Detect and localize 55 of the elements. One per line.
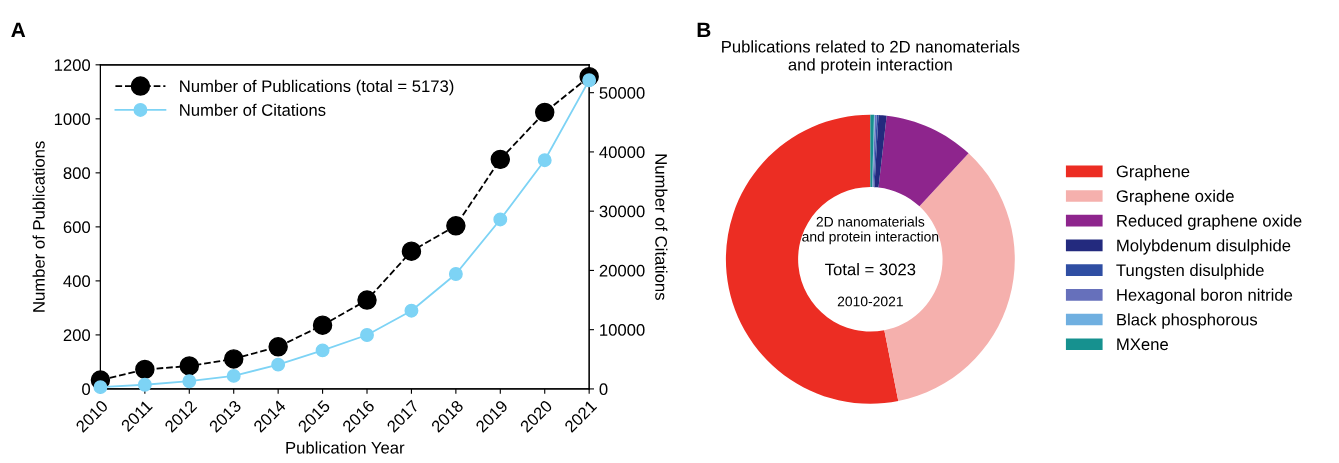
point bbox=[182, 374, 197, 389]
y-tick-label: 1000 bbox=[54, 113, 91, 126]
y2-tick-label: 50000 bbox=[599, 87, 645, 99]
legend-label: Number of Publications (total = 5173) bbox=[180, 79, 454, 96]
y-axis-title: Number of Publications bbox=[32, 141, 45, 312]
y2-tick-label: 10000 bbox=[600, 324, 645, 336]
legend-label: MXene bbox=[1117, 338, 1168, 351]
point bbox=[135, 359, 155, 380]
legend-label: Number of Citations bbox=[180, 103, 326, 116]
point bbox=[179, 356, 200, 376]
donut-slice bbox=[878, 115, 969, 207]
y2-tick-label: 30000 bbox=[599, 205, 645, 218]
point bbox=[357, 290, 377, 310]
y2-tick-label: 40000 bbox=[599, 146, 645, 159]
point bbox=[446, 216, 466, 236]
y-tick-label: 1200 bbox=[54, 59, 91, 72]
point bbox=[312, 315, 333, 335]
y-tick-label: 600 bbox=[63, 221, 91, 234]
point bbox=[268, 337, 288, 357]
text: B bbox=[697, 22, 711, 38]
point bbox=[226, 368, 241, 383]
point bbox=[535, 102, 555, 123]
point bbox=[493, 212, 508, 227]
text: 2010-2021 bbox=[837, 296, 903, 307]
point bbox=[360, 328, 374, 342]
chart-title: Publications related to 2D nanomaterials and protein interaction bbox=[722, 40, 1020, 74]
legend-label: Graphene bbox=[1116, 165, 1190, 181]
point bbox=[271, 357, 286, 372]
y-tick-label: 400 bbox=[63, 275, 91, 288]
y-tick-label: 800 bbox=[63, 167, 91, 180]
point bbox=[490, 149, 511, 170]
point bbox=[537, 153, 552, 168]
point bbox=[401, 241, 422, 261]
donut-slice bbox=[874, 115, 887, 188]
point bbox=[93, 380, 108, 395]
y2-tick-label: 20000 bbox=[599, 264, 645, 277]
text: Total = 3023 bbox=[825, 263, 916, 276]
legend-label: Tungsten disulphide bbox=[1116, 263, 1264, 280]
x-axis-title: Publication Year bbox=[286, 441, 405, 454]
legend-label: Hexagonal boron nitride bbox=[1117, 288, 1293, 305]
legend-label: Reduced graphene oxide bbox=[1117, 214, 1302, 230]
y2-axis-title: Number of Citations bbox=[655, 154, 668, 300]
point bbox=[315, 343, 330, 358]
y-tick-label: 200 bbox=[63, 329, 91, 342]
legend-label: Black phosphorous bbox=[1117, 313, 1258, 329]
y2-tick-label: 0 bbox=[599, 383, 608, 396]
legend-label: Graphene oxide bbox=[1116, 189, 1234, 206]
point bbox=[223, 349, 244, 369]
y-tick-label: 0 bbox=[82, 383, 91, 396]
point bbox=[137, 377, 152, 392]
point bbox=[448, 267, 463, 281]
text: A bbox=[11, 22, 26, 38]
text: 2D nanomaterials and protein interaction bbox=[802, 216, 939, 245]
point bbox=[404, 303, 419, 318]
legend-label: Molybdenum disulphide bbox=[1117, 239, 1291, 255]
